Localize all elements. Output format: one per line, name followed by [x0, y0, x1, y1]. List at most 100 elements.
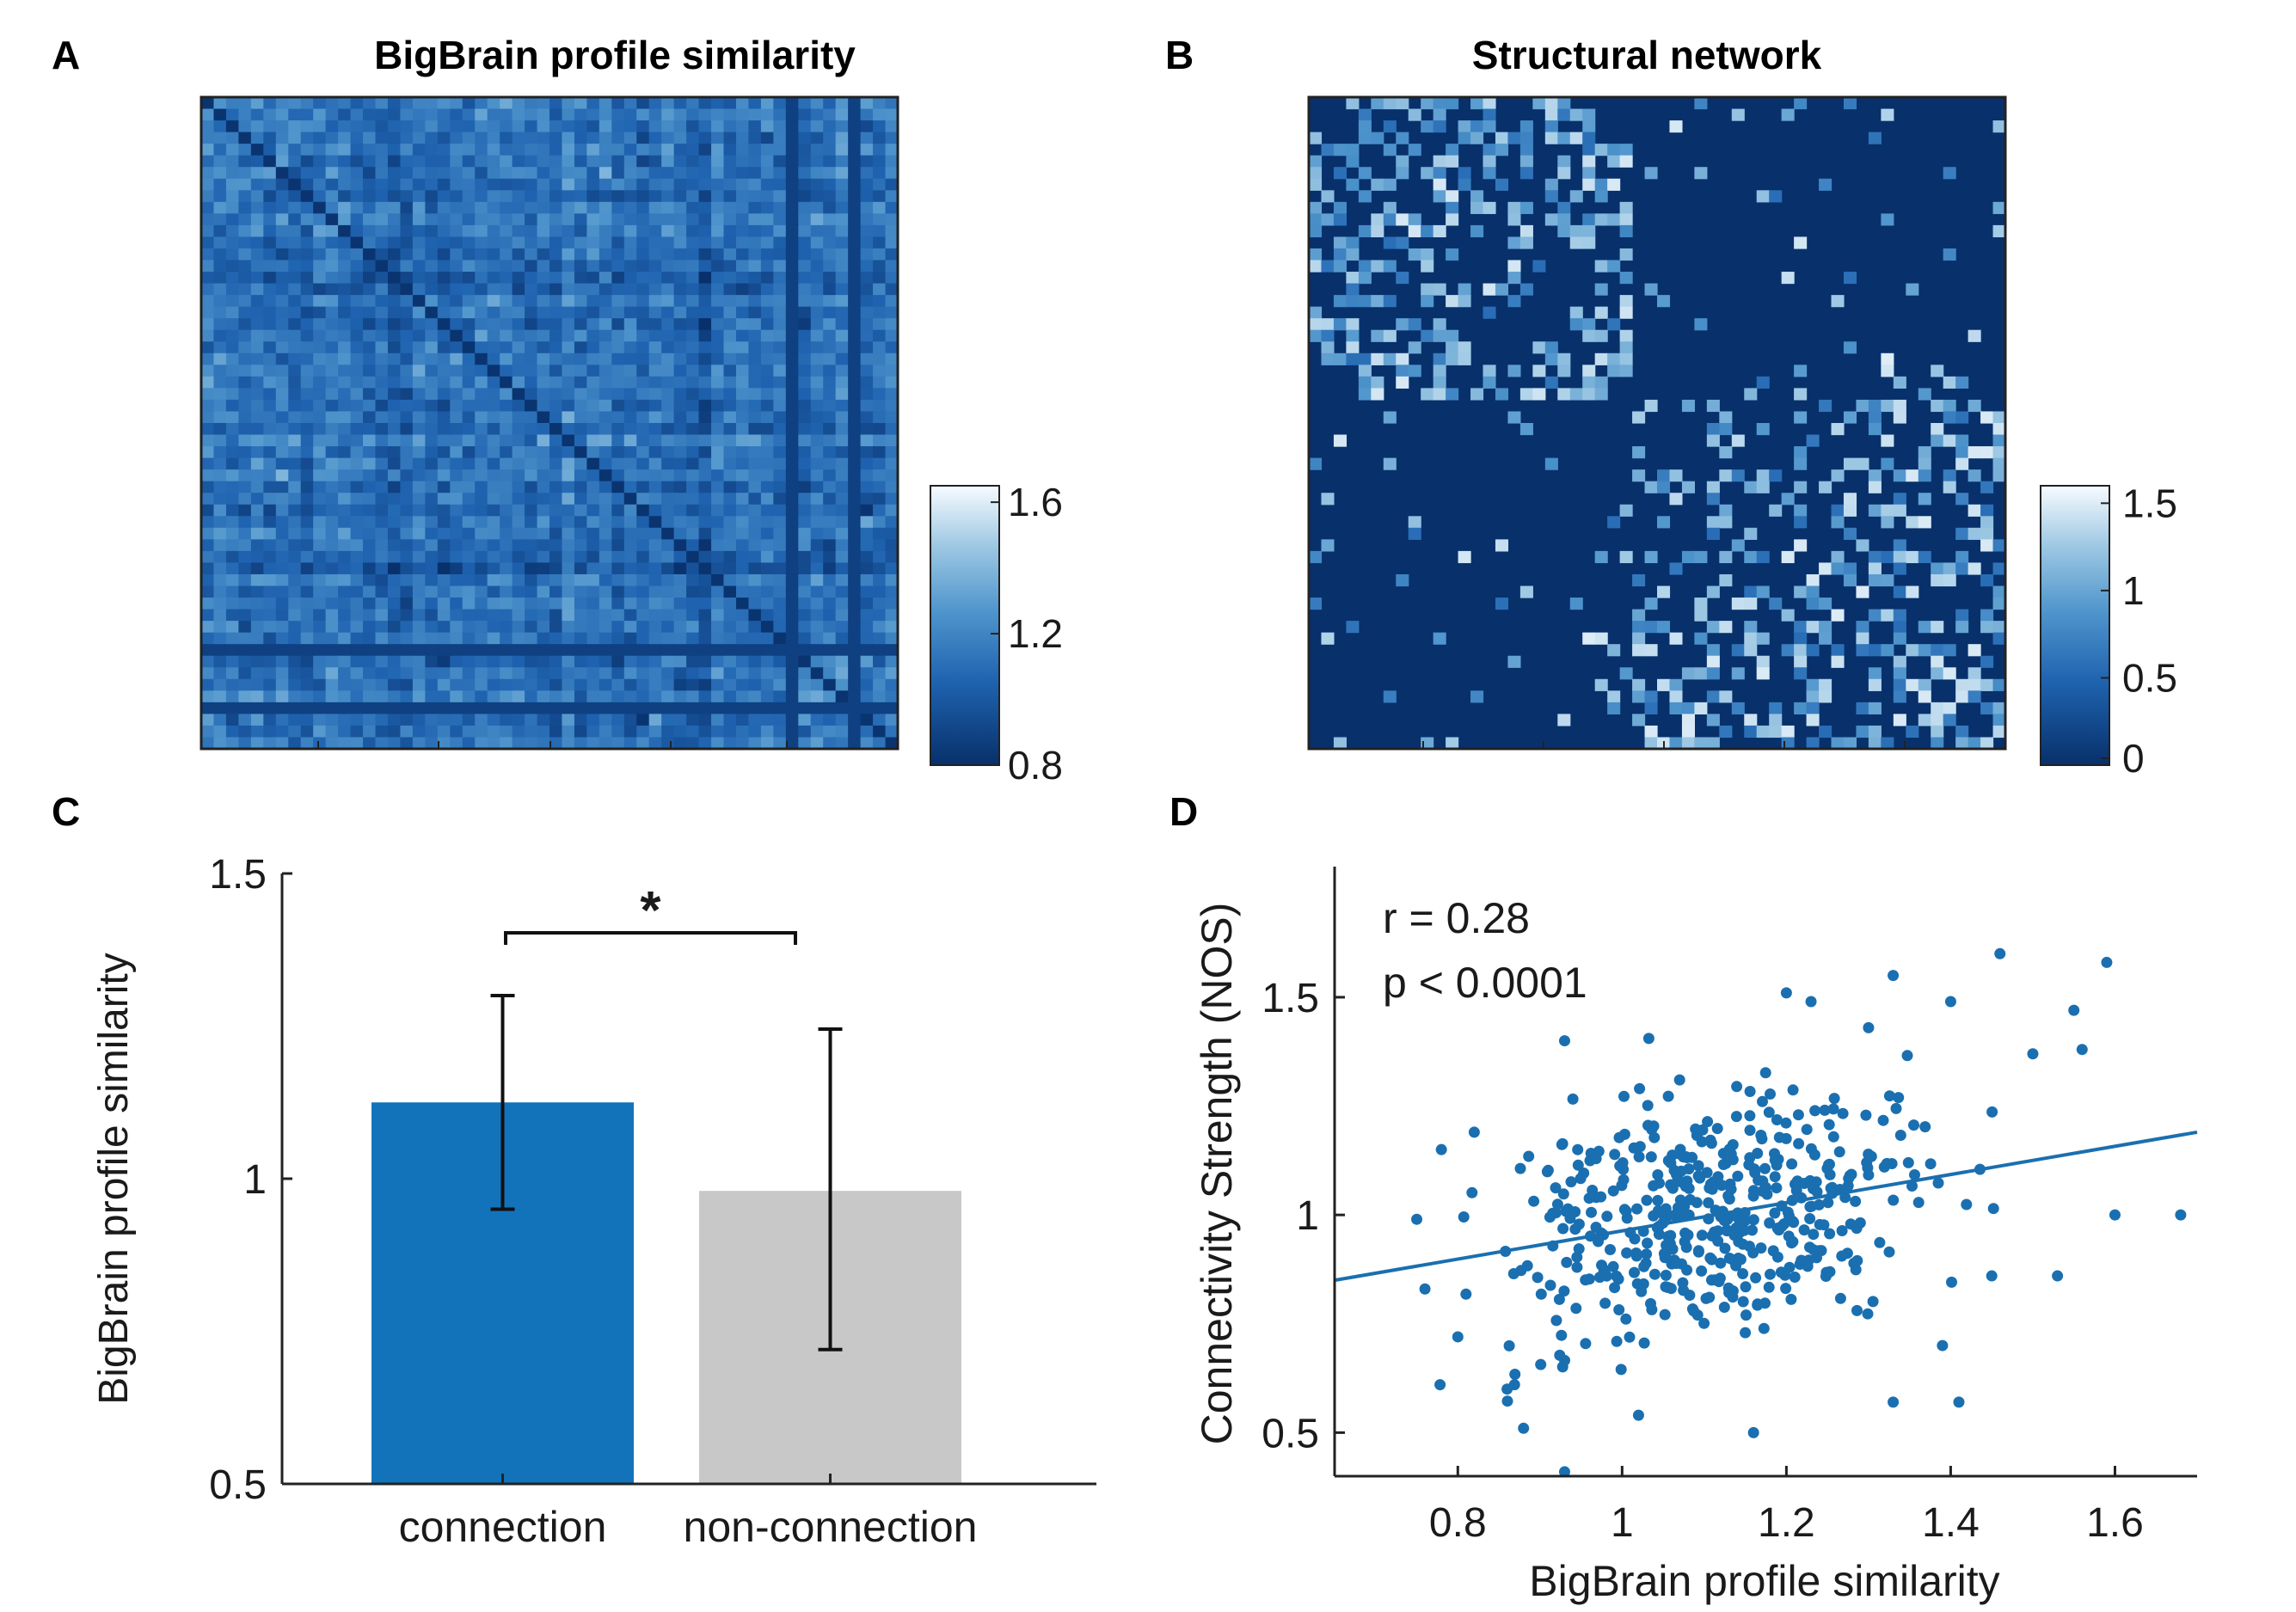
heatmap-b-cell — [1856, 155, 1869, 168]
heatmap-b-cell — [1433, 457, 1446, 470]
heatmap-a-cell — [599, 411, 612, 424]
heatmap-a-cell — [748, 678, 762, 691]
heatmap-a-cell — [698, 341, 712, 354]
heatmap-a-cell — [250, 318, 264, 331]
heatmap-a-cell — [711, 376, 725, 389]
heatmap-b-cell — [1582, 283, 1596, 296]
heatmap-a-cell — [225, 632, 239, 645]
heatmap-b-cell — [1731, 155, 1745, 168]
heatmap-a-cell — [338, 550, 352, 564]
heatmap-a-cell — [860, 539, 874, 552]
heatmap-a-cell — [885, 457, 899, 470]
heatmap-b-cell — [1756, 236, 1770, 249]
heatmap-a-cell — [325, 469, 339, 482]
heatmap-a-cell — [475, 655, 488, 668]
heatmap-b-cell — [1594, 295, 1608, 308]
heatmap-a-cell — [375, 283, 389, 296]
heatmap-a-cell — [338, 446, 352, 459]
heatmap-a-cell — [562, 108, 575, 121]
heatmap-b-cell — [1483, 224, 1496, 238]
heatmap-a-cell — [238, 318, 252, 331]
heatmap-a-cell — [611, 178, 625, 191]
heatmap-a-cell — [375, 493, 389, 506]
heatmap-a-cell — [723, 167, 737, 180]
heatmap-a-cell — [400, 411, 414, 424]
heatmap-a-cell — [686, 504, 700, 517]
heatmap-b-cell — [1681, 132, 1695, 144]
heatmap-a-cell — [549, 144, 563, 156]
heatmap-a-cell — [512, 434, 525, 447]
heatmap-a-cell — [338, 155, 352, 168]
heatmap-b-cell — [1781, 329, 1795, 342]
heatmap-a-cell — [698, 352, 712, 365]
heatmap-b-cell — [1507, 120, 1521, 133]
heatmap-a-cell — [873, 481, 887, 493]
heatmap-a-cell — [238, 702, 252, 714]
heatmap-b-cell — [1483, 272, 1496, 285]
heatmap-a-cell — [288, 737, 302, 750]
heatmap-a-cell — [785, 539, 799, 552]
heatmap-a-cell — [225, 365, 239, 377]
heatmap-a-cell — [288, 283, 302, 296]
heatmap-a-cell — [549, 97, 563, 110]
heatmap-a-cell — [673, 667, 687, 680]
heatmap-b-cell — [1819, 306, 1833, 319]
heatmap-b-cell — [1333, 108, 1347, 121]
heatmap-b-cell — [1992, 260, 2006, 273]
heatmap-b-cell — [1669, 318, 1683, 331]
heatmap-a-cell — [810, 167, 824, 180]
heatmap-b-cell — [1519, 178, 1533, 191]
heatmap-a-cell — [263, 516, 277, 529]
heatmap-a-cell — [537, 411, 550, 424]
heatmap-a-cell — [636, 457, 650, 470]
heatmap-b-cell — [1719, 224, 1733, 238]
heatmap-b-cell — [1968, 144, 1981, 156]
heatmap-b-cell — [1408, 132, 1421, 144]
heatmap-b-cell — [1856, 306, 1869, 319]
heatmap-a-cell — [785, 562, 799, 575]
heatmap-b-cell — [1706, 411, 1720, 424]
heatmap-a-cell — [562, 493, 575, 506]
heatmap-b-cell — [1968, 108, 1981, 121]
heatmap-a-cell — [537, 388, 550, 401]
heatmap-a-cell — [201, 388, 215, 401]
heatmap-a-cell — [748, 457, 762, 470]
heatmap-a-cell — [288, 224, 302, 238]
heatmap-b-cell — [1819, 224, 1833, 238]
heatmap-a-cell — [835, 272, 849, 285]
heatmap-a-cell — [835, 457, 849, 470]
heatmap-a-cell — [325, 283, 339, 296]
heatmap-b-cell — [1569, 120, 1583, 133]
heatmap-a-cell — [288, 469, 302, 482]
heatmap-a-cell — [661, 260, 675, 273]
heatmap-a-cell — [350, 725, 364, 739]
heatmap-a-cell — [636, 644, 650, 657]
heatmap-a-cell — [475, 236, 488, 249]
heatmap-a-cell — [562, 248, 575, 261]
heatmap-a-cell — [437, 260, 451, 273]
heatmap-a-cell — [475, 644, 488, 657]
heatmap-b-cell — [1632, 260, 1646, 273]
heatmap-a-cell — [562, 411, 575, 424]
heatmap-a-cell — [848, 399, 862, 413]
heatmap-a-cell — [885, 678, 899, 691]
heatmap-b-cell — [1483, 446, 1496, 459]
heatmap-a-cell — [225, 504, 239, 517]
heatmap-a-cell — [562, 167, 575, 180]
heatmap-a-cell — [500, 446, 513, 459]
heatmap-a-cell — [723, 655, 737, 668]
heatmap-a-cell — [760, 446, 774, 459]
heatmap-a-cell — [611, 737, 625, 750]
heatmap-a-cell — [487, 550, 500, 564]
heatmap-b-cell — [1819, 318, 1833, 331]
heatmap-a-cell — [437, 469, 451, 482]
heatmap-b-cell — [1495, 341, 1509, 354]
heatmap-b-cell — [1470, 108, 1484, 121]
heatmap-a-cell — [562, 690, 575, 703]
heatmap-a-cell — [798, 550, 812, 564]
heatmap-a-cell — [562, 644, 575, 657]
heatmap-b-cell — [1992, 108, 2006, 121]
heatmap-a-cell — [363, 573, 377, 587]
heatmap-a-cell — [586, 598, 600, 610]
heatmap-b-cell — [1408, 388, 1421, 401]
